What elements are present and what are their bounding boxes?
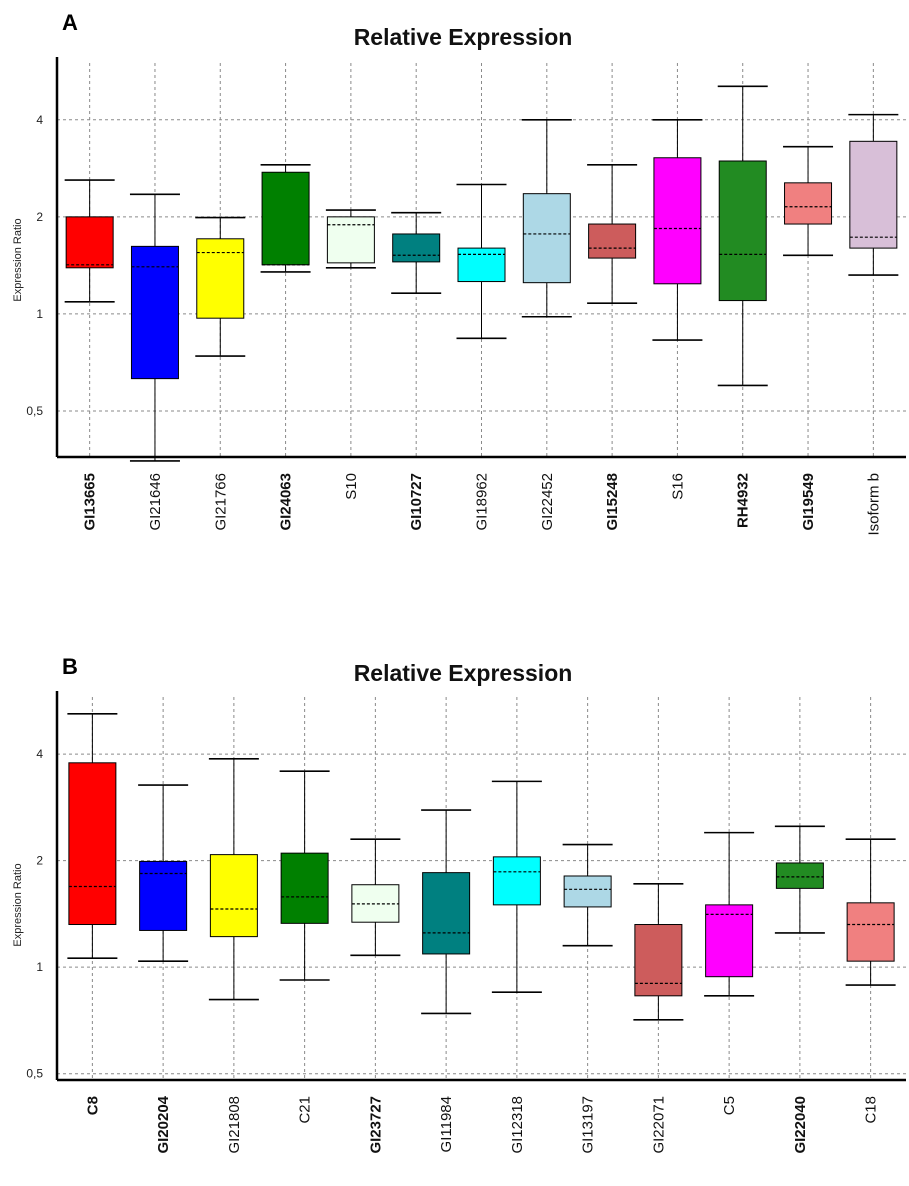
chart-a-box-gi18962	[456, 183, 507, 340]
chart-a-x-tick-label: GI21766	[212, 473, 229, 531]
chart-a-box-rect	[784, 182, 833, 225]
chart-a-x-tick-label: GI13665	[82, 473, 99, 531]
chart-b-box-c21	[279, 770, 330, 981]
chart-b-svg: B Relative Expression Expression Ratio 0…	[12, 654, 906, 1154]
chart-b-box-gi11984	[421, 809, 472, 1015]
chart-a-box-rect	[653, 157, 702, 285]
chart-b-box-rect	[563, 875, 612, 908]
chart-b-x-tick-label: GI22040	[792, 1096, 809, 1154]
chart-a-box-rect	[718, 160, 767, 302]
chart-b-y-tick-label: 4	[36, 747, 43, 761]
chart-a-box-gi15248	[587, 164, 638, 304]
y-axis-label-b: Expression Ratio	[12, 863, 24, 946]
chart-a-x-tick-label: RH4932	[735, 473, 752, 528]
chart-b-box-gi21808	[208, 757, 259, 1001]
chart-b-x-tick-label: GI20204	[155, 1095, 172, 1153]
chart-a-box-rect	[522, 193, 571, 284]
chart-b-x-tick-label: C21	[297, 1096, 314, 1124]
chart-a-box-gi21646	[129, 193, 180, 462]
chart-b-box-rect	[846, 902, 895, 962]
chart-a-box-gi19549	[783, 145, 834, 257]
chart-a-box-rect	[326, 216, 375, 264]
chart-a-x-tick-label: GI10727	[408, 473, 425, 531]
chart-a-box-rect	[849, 140, 898, 249]
chart-b-x-tick-label: C8	[84, 1096, 101, 1115]
chart-b-x-tick-label: C18	[863, 1096, 880, 1124]
chart-a-x-tick-label: GI21646	[147, 473, 164, 531]
chart-a-box-rect	[392, 233, 441, 263]
chart-a-box-rect	[196, 238, 245, 319]
chart-a-box-rh4932	[717, 85, 768, 387]
chart-a-svg: A Relative Expression Expression Ratio 0…	[12, 10, 906, 536]
chart-b-box-rect	[68, 762, 117, 926]
y-axis-label-a: Expression Ratio	[12, 218, 24, 301]
chart-a-x-tick-label: Isoform b	[865, 473, 882, 536]
chart-a-box-s10	[325, 209, 376, 269]
chart-a-y-tick-label: 2	[36, 210, 43, 224]
chart-a-box-gi24063	[260, 164, 311, 273]
chart-a-box-gi21766	[195, 216, 246, 357]
chart-a-box-rect	[65, 216, 114, 269]
chart-a-box-gi10727	[391, 211, 442, 294]
chart-title-b: Relative Expression	[354, 660, 573, 686]
chart-a-box-gi13665	[64, 179, 115, 303]
chart-a-y-tick-label: 0,5	[26, 404, 43, 418]
chart-b-box-gi20204	[138, 784, 189, 962]
chart-b-box-gi22040	[774, 825, 825, 934]
panel-label-b: B	[62, 654, 78, 679]
chart-b-box-gi23727	[350, 838, 401, 957]
plot-area-a: 0,5 1 2 4 GI13665 GI21646 GI21766 GI24063 S10 GI1…	[26, 57, 906, 536]
chart-b-x-tick-label: GI23727	[367, 1096, 384, 1154]
plot-area-b: 0,5 1 2 4 C8 GI20204 GI21808 C21 GI23727 GI11984 G…	[26, 691, 906, 1154]
chart-b-box-gi22071	[633, 883, 684, 1021]
chart-b-y-tick-label: 1	[36, 960, 43, 974]
chart-a-x-tick-label: GI22452	[539, 473, 556, 531]
chart-a-x-tick-label: GI15248	[604, 473, 621, 531]
chart-a-box-s16	[652, 118, 703, 341]
chart-a-box-rect	[130, 245, 179, 380]
chart-b-box-rect	[209, 854, 258, 938]
chart-b-x-tick-label: C5	[721, 1096, 738, 1115]
chart-a-x-tick-label: GI19549	[800, 473, 817, 531]
chart-b-x-tick-label: GI12318	[509, 1096, 526, 1154]
chart-b-box-c18	[845, 838, 896, 986]
chart-b-x-tick-label: GI11984	[438, 1096, 455, 1152]
chart-b-x-tick-label: GI13197	[580, 1096, 597, 1154]
chart-a-y-tick-label: 4	[36, 113, 43, 127]
chart-title-a: Relative Expression	[354, 24, 573, 50]
chart-a-x-tick-label: S10	[343, 473, 360, 500]
chart-a-box-isoform-b	[848, 113, 899, 276]
chart-b-box-rect	[775, 862, 824, 889]
panel-label-a: A	[62, 10, 78, 35]
chart-b-y-tick-label: 2	[36, 854, 43, 868]
panel-a: A Relative Expression Expression Ratio 0…	[0, 0, 909, 590]
chart-b-box-c8	[67, 712, 118, 960]
chart-b-box-gi13197	[562, 843, 613, 947]
chart-b-x-tick-label: GI21808	[226, 1096, 243, 1154]
chart-b-y-tick-label: 0,5	[26, 1067, 43, 1081]
chart-b-box-rect	[422, 872, 471, 955]
chart-a-box-rect	[588, 223, 637, 259]
chart-a-box-rect	[261, 171, 310, 266]
chart-b-box-rect	[139, 860, 188, 931]
panel-b: B Relative Expression Expression Ratio 0…	[0, 640, 909, 1186]
chart-b-box-rect	[634, 924, 683, 997]
chart-b-box-c5	[704, 831, 755, 997]
chart-a-x-tick-label: S16	[669, 473, 686, 500]
chart-b-box-rect	[280, 852, 329, 924]
chart-b-x-tick-label: GI22071	[650, 1096, 667, 1154]
chart-a-x-tick-label: GI18962	[474, 473, 491, 531]
chart-a-y-tick-label: 1	[36, 307, 43, 321]
chart-a-box-gi22452	[521, 118, 572, 318]
chart-b-box-gi12318	[491, 780, 542, 993]
chart-b-box-rect	[705, 904, 754, 978]
chart-b-box-rect	[492, 856, 541, 906]
chart-a-x-tick-label: GI24063	[278, 473, 295, 531]
chart-a-box-rect	[457, 247, 506, 283]
